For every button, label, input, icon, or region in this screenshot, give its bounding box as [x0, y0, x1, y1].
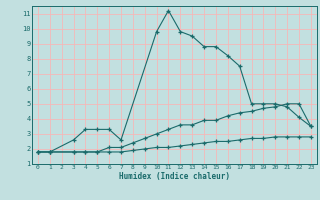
X-axis label: Humidex (Indice chaleur): Humidex (Indice chaleur) [119, 172, 230, 181]
